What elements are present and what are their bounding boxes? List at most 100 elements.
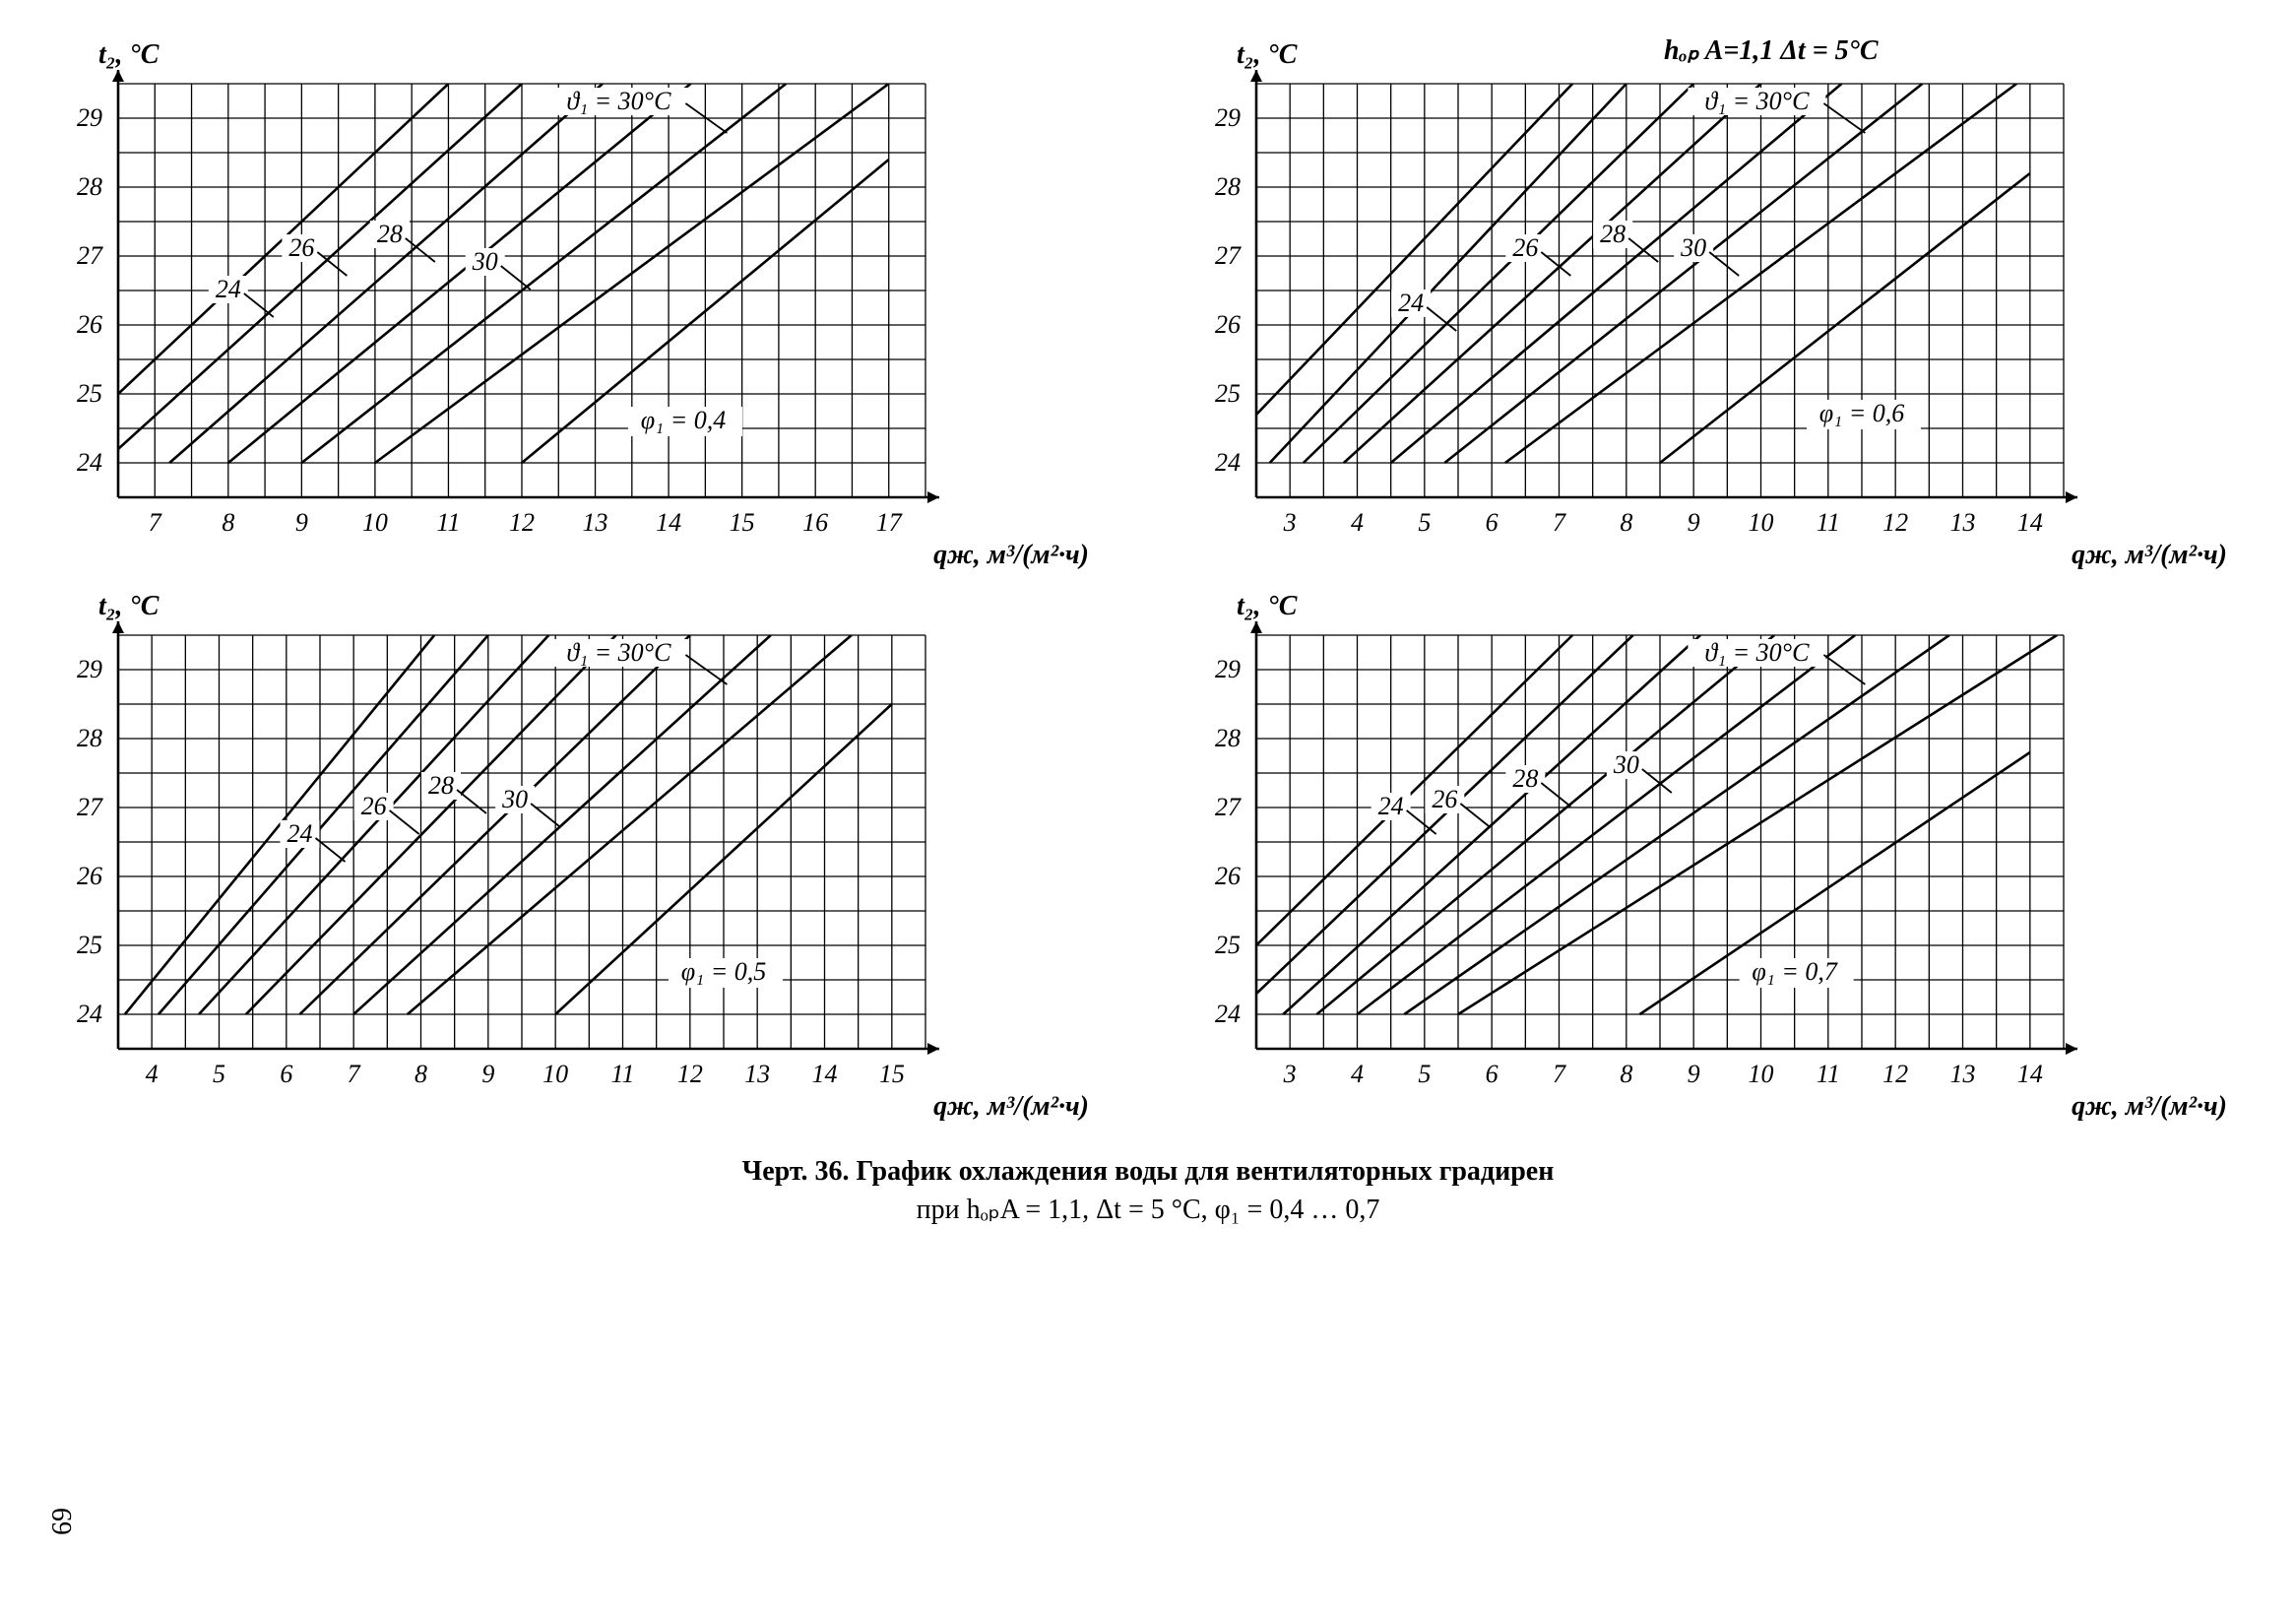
chart-svg-phi07: 3 4 5 6 7 8 9 10 11 12 13 14 24 25 26 27 28 29 30 28 26 24 ϑ₁ …	[1178, 591, 2083, 1123]
svg-text:26: 26	[77, 310, 102, 339]
svg-text:ϑ₁ = 30°C: ϑ₁ = 30°C	[566, 87, 671, 115]
svg-text:16: 16	[802, 508, 828, 537]
svg-text:26: 26	[288, 233, 314, 262]
svg-text:4: 4	[1351, 1060, 1364, 1088]
svg-text:12: 12	[1882, 1060, 1908, 1088]
svg-text:12: 12	[509, 508, 535, 537]
svg-text:13: 13	[1950, 1060, 1976, 1088]
svg-text:26: 26	[1432, 785, 1457, 813]
svg-text:28: 28	[428, 771, 454, 800]
svg-text:27: 27	[77, 793, 103, 821]
y-axis-title: t₂, °C	[1237, 591, 1297, 622]
svg-text:11: 11	[436, 508, 460, 537]
svg-text:24: 24	[1378, 792, 1404, 820]
svg-text:5: 5	[213, 1060, 225, 1088]
svg-text:φ₁ = 0,7: φ₁ = 0,7	[1752, 957, 1837, 986]
svg-text:7: 7	[1553, 1060, 1566, 1088]
chart-phi05: t₂, °C 456789101112131415242526272829302…	[39, 591, 1118, 1123]
svg-text:6: 6	[1486, 1060, 1499, 1088]
svg-text:5: 5	[1418, 1060, 1431, 1088]
svg-text:11: 11	[610, 1060, 634, 1088]
y-axis-title: t₂, °C	[1237, 39, 1297, 71]
svg-text:11: 11	[1817, 508, 1840, 537]
svg-text:7: 7	[1553, 508, 1566, 537]
caption-line2: при hₒₚA = 1,1, Δt = 5 °C, φ₁ = 0,4 … 0,…	[917, 1195, 1380, 1225]
svg-text:10: 10	[362, 508, 388, 537]
y-axis-title: t₂, °C	[98, 39, 159, 71]
charts-grid: t₂, °C 789101112131415161724252627282930…	[39, 39, 2257, 1123]
svg-text:4: 4	[146, 1060, 159, 1088]
svg-text:28: 28	[1215, 724, 1241, 752]
svg-text:9: 9	[481, 1060, 494, 1088]
svg-text:ϑ₁ = 30°C: ϑ₁ = 30°C	[1704, 638, 1810, 667]
svg-text:14: 14	[2017, 508, 2043, 537]
svg-text:28: 28	[1215, 172, 1241, 201]
svg-text:29: 29	[77, 655, 102, 683]
svg-text:24: 24	[216, 275, 241, 303]
svg-text:26: 26	[77, 862, 102, 890]
svg-text:3: 3	[1283, 1060, 1297, 1088]
svg-text:27: 27	[1215, 241, 1242, 270]
svg-text:28: 28	[77, 172, 102, 201]
page-number: 69	[47, 1508, 79, 1535]
y-axis-title: t₂, °C	[98, 591, 159, 622]
svg-text:9: 9	[1688, 1060, 1700, 1088]
svg-text:φ₁ = 0,6: φ₁ = 0,6	[1819, 399, 1904, 427]
svg-text:φ₁ = 0,4: φ₁ = 0,4	[641, 406, 726, 434]
svg-text:30: 30	[1613, 750, 1639, 779]
svg-text:24: 24	[287, 819, 313, 848]
svg-text:24: 24	[77, 448, 102, 477]
chart-svg-phi04: 789101112131415161724252627282930282624ϑ…	[39, 39, 945, 571]
svg-text:12: 12	[677, 1060, 703, 1088]
svg-text:25: 25	[77, 931, 102, 959]
svg-text:8: 8	[1620, 508, 1632, 537]
svg-text:30: 30	[1680, 233, 1706, 262]
svg-text:26: 26	[1215, 862, 1241, 890]
figure-caption: Черт. 36. График охлаждения воды для вен…	[39, 1152, 2257, 1229]
svg-text:24: 24	[77, 1000, 102, 1028]
svg-text:30: 30	[501, 785, 528, 813]
chart-phi06: t₂, °C 345678910111213142425262728293028…	[1178, 39, 2257, 571]
chart-svg-phi06: 3456789101112131424252627282930282624ϑ₁ …	[1178, 39, 2083, 571]
svg-text:7: 7	[149, 508, 162, 537]
svg-text:13: 13	[1950, 508, 1976, 537]
svg-text:3: 3	[1283, 508, 1297, 537]
svg-text:29: 29	[1215, 103, 1241, 132]
svg-text:13: 13	[583, 508, 608, 537]
svg-text:6: 6	[1486, 508, 1499, 537]
svg-text:29: 29	[77, 103, 102, 132]
svg-text:10: 10	[1749, 1060, 1774, 1088]
svg-text:28: 28	[1512, 764, 1538, 793]
svg-text:28: 28	[77, 724, 102, 752]
svg-text:30: 30	[472, 247, 498, 276]
svg-text:26: 26	[1512, 233, 1538, 262]
svg-text:28: 28	[1600, 220, 1626, 248]
svg-text:25: 25	[1215, 931, 1241, 959]
svg-text:6: 6	[280, 1060, 292, 1088]
caption-line1: Черт. 36. График охлаждения воды для вен…	[742, 1156, 1555, 1187]
svg-text:29: 29	[1215, 655, 1241, 683]
svg-text:24: 24	[1398, 289, 1424, 317]
svg-text:15: 15	[730, 508, 755, 537]
chart-svg-phi05: 45678910111213141524252627282930282624ϑ₁…	[39, 591, 945, 1123]
svg-text:10: 10	[1749, 508, 1774, 537]
svg-text:28: 28	[377, 220, 403, 248]
svg-text:11: 11	[1817, 1060, 1840, 1088]
svg-text:8: 8	[415, 1060, 427, 1088]
x-axis-title: qж, м³/(м²·ч)	[933, 1091, 1089, 1123]
svg-text:27: 27	[1215, 793, 1242, 821]
svg-text:26: 26	[1215, 310, 1241, 339]
svg-text:8: 8	[1620, 1060, 1632, 1088]
svg-text:9: 9	[295, 508, 308, 537]
page-root: hₒₚ A=1,1 Δt = 5°C t₂, °C 78910111213141…	[39, 39, 2257, 1577]
svg-text:ϑ₁ = 30°C: ϑ₁ = 30°C	[566, 638, 671, 667]
svg-text:φ₁ = 0,5: φ₁ = 0,5	[681, 957, 766, 986]
svg-text:14: 14	[2017, 1060, 2043, 1088]
svg-text:9: 9	[1688, 508, 1700, 537]
svg-text:24: 24	[1215, 1000, 1241, 1028]
svg-text:27: 27	[77, 241, 103, 270]
svg-text:25: 25	[1215, 379, 1241, 408]
svg-text:25: 25	[77, 379, 102, 408]
chart-phi04: t₂, °C 789101112131415161724252627282930…	[39, 39, 1118, 571]
svg-text:5: 5	[1418, 508, 1431, 537]
